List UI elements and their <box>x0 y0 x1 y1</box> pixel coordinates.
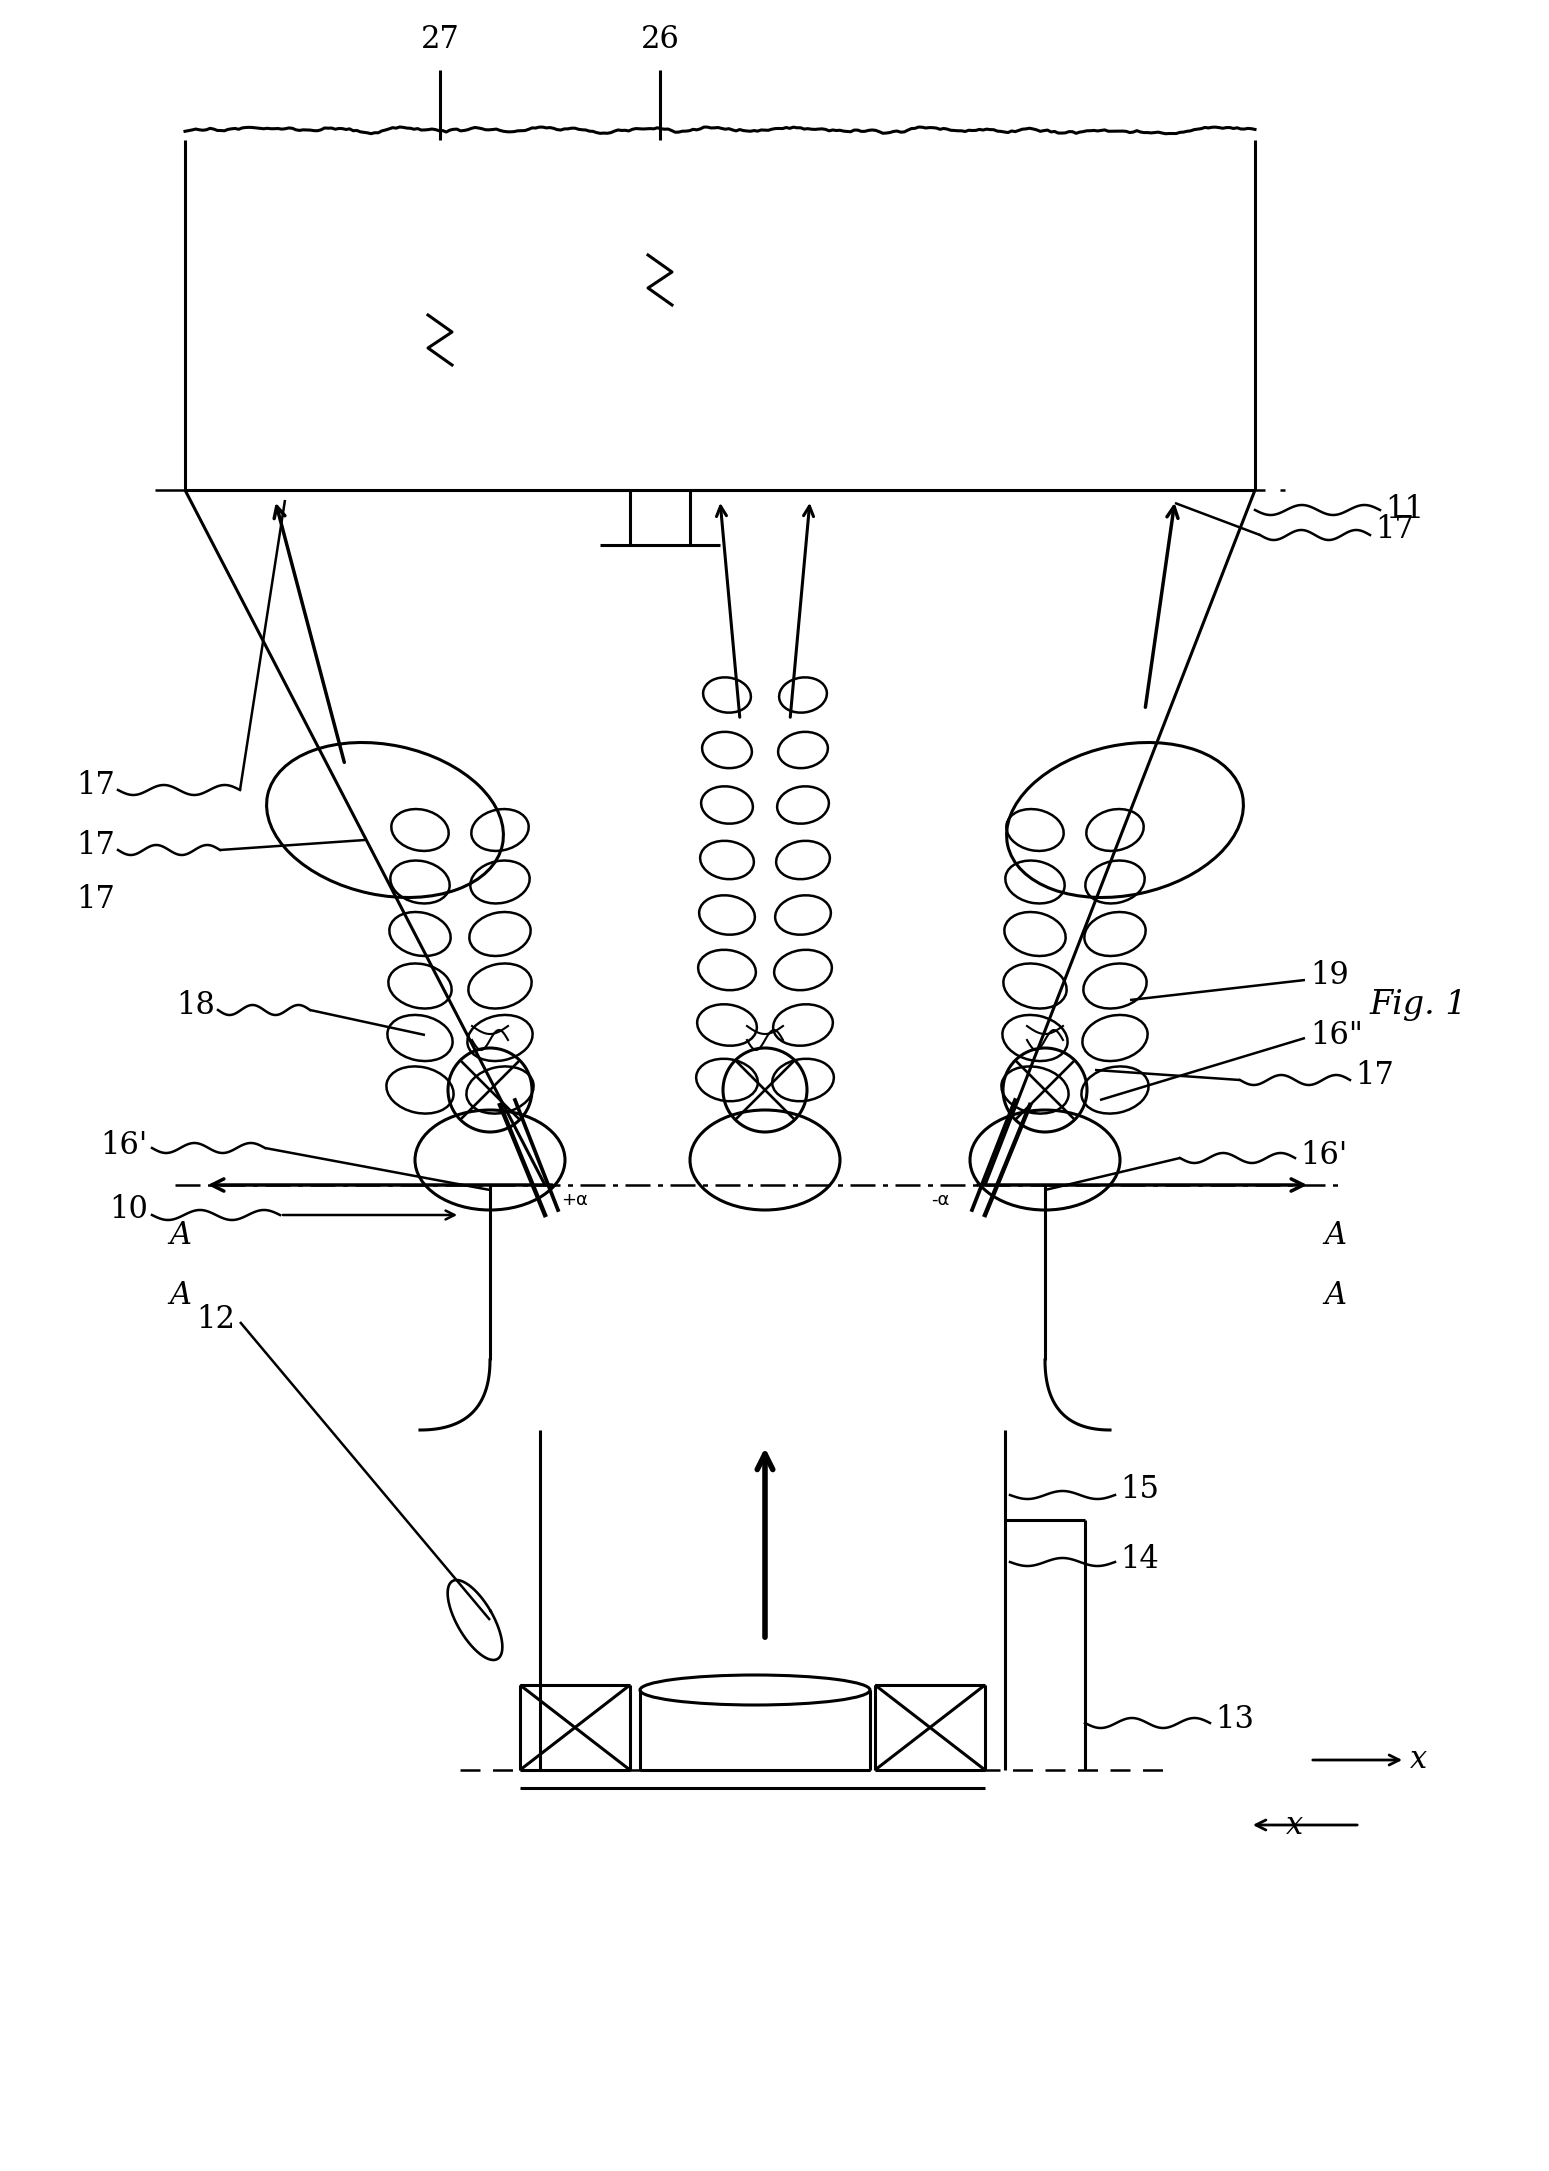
Text: 27: 27 <box>421 24 460 54</box>
Text: x: x <box>1286 1808 1304 1841</box>
Text: 17: 17 <box>76 769 115 801</box>
Text: 17: 17 <box>76 884 115 916</box>
Text: -α: -α <box>931 1192 950 1209</box>
Text: 17: 17 <box>76 829 115 860</box>
Text: A: A <box>1324 1220 1346 1250</box>
Text: A: A <box>169 1220 191 1250</box>
Text: 14: 14 <box>1120 1544 1159 1576</box>
Text: 16": 16" <box>1310 1020 1363 1051</box>
Text: Fig. 1: Fig. 1 <box>1369 990 1467 1020</box>
Text: 18: 18 <box>177 990 215 1020</box>
Text: A: A <box>169 1279 191 1311</box>
Text: 11: 11 <box>1385 495 1424 525</box>
Text: 10: 10 <box>108 1194 149 1224</box>
Text: 15: 15 <box>1120 1474 1159 1505</box>
Text: x: x <box>1410 1745 1427 1776</box>
Text: 17: 17 <box>1355 1059 1394 1090</box>
Text: 16': 16' <box>1300 1140 1348 1170</box>
Text: +α: +α <box>562 1192 589 1209</box>
Text: A: A <box>1324 1279 1346 1311</box>
Text: 13: 13 <box>1214 1704 1255 1735</box>
Text: 12: 12 <box>197 1305 235 1335</box>
Text: 26: 26 <box>641 24 680 54</box>
Text: 17: 17 <box>1376 515 1414 545</box>
Text: 16': 16' <box>101 1129 149 1161</box>
Text: 19: 19 <box>1310 960 1349 990</box>
